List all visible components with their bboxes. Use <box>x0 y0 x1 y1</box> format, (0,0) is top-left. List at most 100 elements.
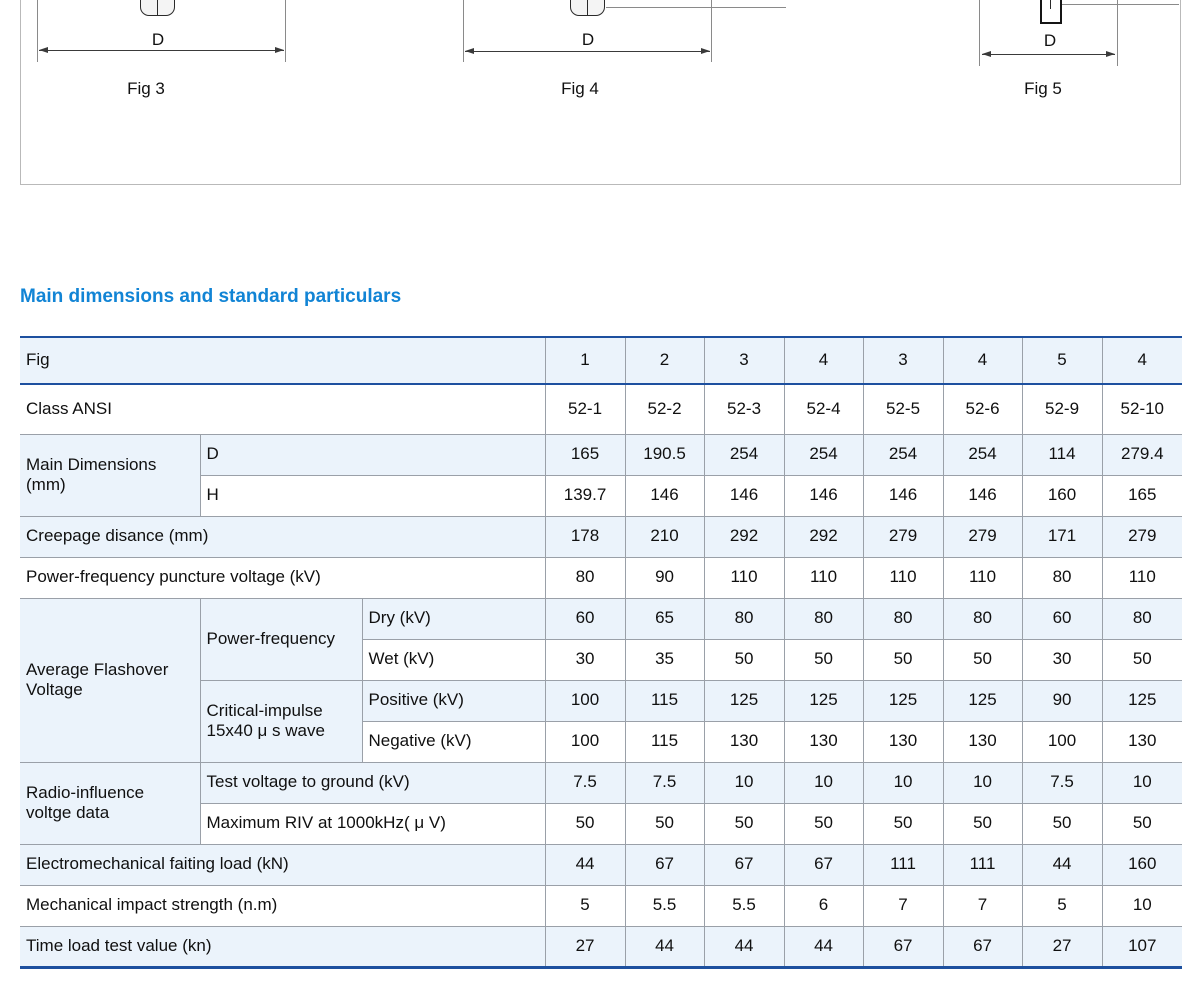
value-cell: 292 <box>783 515 864 558</box>
group-label-main-dimensions: Main Dimensions (mm) <box>20 433 201 517</box>
value-cell: 111 <box>942 843 1023 886</box>
table-row-test-voltage: Radio-influence voltge data Test voltage… <box>20 761 1183 845</box>
value-cell: 146 <box>942 474 1023 517</box>
value-cell: 44 <box>703 925 785 969</box>
value-cell: 1 <box>544 336 626 385</box>
row-label-time-load: Time load test value (kn) <box>20 925 546 969</box>
value-cell: 44 <box>544 843 626 886</box>
value-cell: 125 <box>942 679 1023 722</box>
value-cell: 50 <box>703 802 785 845</box>
value-cell: 10 <box>942 761 1023 804</box>
value-cell: 10 <box>1101 761 1183 804</box>
fig4-dim-arrow <box>465 48 710 54</box>
value-cell: 44 <box>1021 843 1103 886</box>
fig3-dim-label: D <box>151 30 165 49</box>
group-label-radio-influence: Radio-influence voltge data <box>20 761 201 845</box>
value-cell: 5.5 <box>624 884 705 927</box>
fig5-pin-symbol <box>1040 0 1062 24</box>
value-cell: 52-3 <box>703 383 785 435</box>
value-cell: 80 <box>703 597 785 640</box>
value-cell: 125 <box>1101 679 1183 722</box>
value-cell: 5.5 <box>703 884 785 927</box>
value-cell: 6 <box>783 884 864 927</box>
value-cell: 90 <box>624 556 705 599</box>
value-cell: 67 <box>862 925 944 969</box>
value-cell: 52-5 <box>862 383 944 435</box>
table-row-creepage: Creepage disance (mm) 178 210 292 292 279 279… <box>20 515 1183 558</box>
value-cell: 114 <box>1021 433 1103 476</box>
value-cell: 110 <box>1101 556 1183 599</box>
value-cell: 111 <box>862 843 944 886</box>
value-cell: 35 <box>624 638 705 681</box>
fig5-extension-line-right <box>1117 0 1118 66</box>
value-cell: 254 <box>942 433 1023 476</box>
value-cell: 65 <box>624 597 705 640</box>
row-label-class-ansi: Class ANSI <box>20 383 546 435</box>
value-cell: 50 <box>1101 638 1183 681</box>
value-cell: 50 <box>942 802 1023 845</box>
value-cell: 5 <box>1021 336 1103 385</box>
value-cell: 125 <box>862 679 944 722</box>
table-row-dry: Average Flashover Voltage Power-frequenc… <box>20 597 1183 763</box>
value-cell: 52-2 <box>624 383 705 435</box>
value-cell: 115 <box>624 679 705 722</box>
value-cell: 7.5 <box>1021 761 1103 804</box>
fig5-pin-tick <box>1050 0 1051 9</box>
value-cell: 210 <box>624 515 705 558</box>
value-cell: 7 <box>942 884 1023 927</box>
value-cell: 52-6 <box>942 383 1023 435</box>
value-cell: 110 <box>862 556 944 599</box>
group-label-flashover: Average Flashover Voltage <box>20 597 201 763</box>
row-label-wet: Wet (kV) <box>362 638 546 681</box>
row-label-impact: Mechanical impact strength (n.m) <box>20 884 546 927</box>
value-cell: 67 <box>783 843 864 886</box>
value-cell: 52-4 <box>783 383 864 435</box>
value-cell: 254 <box>862 433 944 476</box>
value-cell: 67 <box>942 925 1023 969</box>
value-cell: 7 <box>862 884 944 927</box>
value-cell: 125 <box>783 679 864 722</box>
row-label-dry: Dry (kV) <box>361 597 546 640</box>
value-cell: 52-1 <box>544 383 626 435</box>
row-label-positive: Positive (kV) <box>361 679 546 722</box>
value-cell: 107 <box>1101 925 1183 969</box>
value-cell: 160 <box>1021 474 1103 517</box>
value-cell: 279 <box>1101 515 1183 558</box>
value-cell: 80 <box>862 597 944 640</box>
fig5-caption: Fig 5 <box>1024 79 1062 98</box>
table-row-electromechanical: Electromechanical faiting load (kN) 44 67… <box>20 843 1183 886</box>
fig4-extension-line-left <box>463 0 464 62</box>
value-cell: 50 <box>783 638 864 681</box>
value-cell: 125 <box>703 679 785 722</box>
fig4-leader-line <box>606 7 786 8</box>
value-cell: 279.4 <box>1101 433 1183 476</box>
fig3-extension-line-right <box>285 0 286 62</box>
value-cell: 44 <box>783 925 864 969</box>
fig4-caption: Fig 4 <box>561 79 599 98</box>
value-cell: 52-9 <box>1021 383 1103 435</box>
value-cell: 80 <box>942 597 1023 640</box>
value-cell: 5 <box>1021 884 1103 927</box>
value-cell: 130 <box>703 720 785 763</box>
row-label-creepage: Creepage disance (mm) <box>20 515 546 558</box>
value-cell: 50 <box>783 802 864 845</box>
row-label-negative: Negative (kV) <box>362 720 546 763</box>
value-cell: 160 <box>1101 843 1183 886</box>
value-cell: 178 <box>544 515 626 558</box>
value-cell: 60 <box>1021 597 1103 640</box>
value-cell: 279 <box>862 515 944 558</box>
value-cell: 44 <box>624 925 705 969</box>
value-cell: 146 <box>862 474 944 517</box>
table-row-class-ansi: Class ANSI 52-1 52-2 52-3 52-4 52-5 52-6 52-9 5… <box>20 383 1183 435</box>
row-label-max-riv: Maximum RIV at 1000kHz( μ V) <box>200 802 546 845</box>
row-label-electromechanical: Electromechanical faiting load (kN) <box>20 843 546 886</box>
fig5-dim-label: D <box>1043 31 1057 50</box>
table-row-impact: Mechanical impact strength (n.m) 5 5.5 5.5… <box>20 884 1183 927</box>
fig4-extension-line-right <box>711 0 712 62</box>
figure-drawings-panel: D Fig 3 D Fig 4 D Fig 5 <box>20 0 1181 185</box>
row-label-puncture: Power-frequency puncture voltage (kV) <box>20 556 546 599</box>
table-row-dim-d: Main Dimensions (mm) D 165 190.5 254 254 254… <box>20 433 1183 517</box>
value-cell: 100 <box>544 720 626 763</box>
